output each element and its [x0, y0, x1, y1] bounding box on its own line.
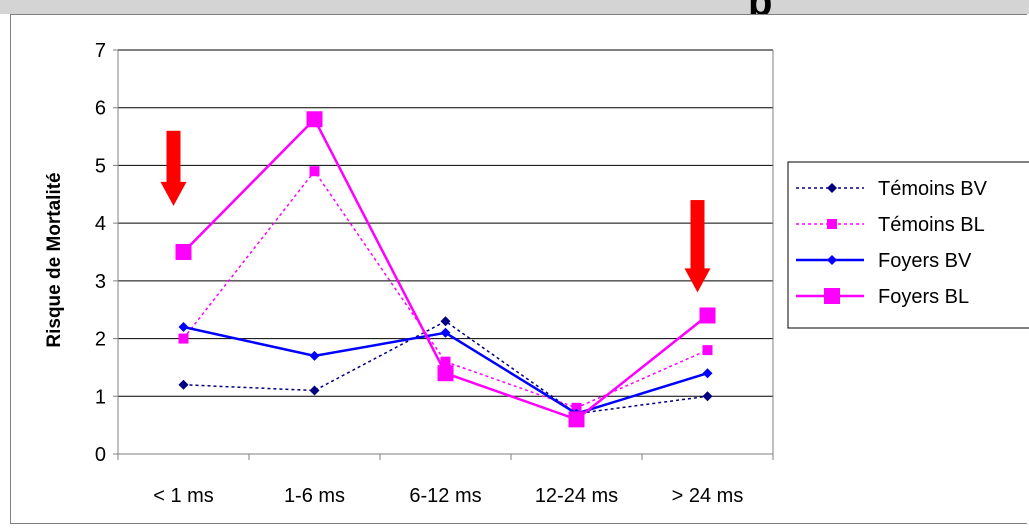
data-point — [699, 307, 716, 324]
data-point — [178, 379, 189, 390]
x-tick-label: > 24 ms — [672, 485, 744, 507]
legend-box — [787, 161, 1029, 329]
data-point — [437, 365, 454, 382]
data-point — [309, 166, 320, 177]
y-tick-label: 4 — [95, 213, 106, 235]
data-point — [309, 350, 320, 361]
data-point — [178, 322, 189, 333]
data-point — [175, 244, 192, 260]
top-band — [0, 0, 1029, 14]
x-tick-label: < 1 ms — [153, 485, 214, 507]
data-point — [440, 327, 451, 338]
data-point — [306, 111, 323, 128]
data-point — [568, 411, 585, 428]
legend-swatch-marker — [827, 183, 837, 193]
y-tick-label: 2 — [95, 329, 106, 351]
series-line — [182, 169, 708, 409]
y-tick-label: 1 — [95, 386, 106, 408]
data-point — [178, 333, 189, 344]
legend-swatch-marker — [827, 219, 837, 229]
y-axis-title: Risque de Mortalité — [44, 172, 65, 347]
legend-label: Foyers BL — [878, 286, 969, 308]
legend-label: Foyers BV — [878, 250, 972, 272]
red-arrow-head — [160, 181, 187, 206]
data-point — [571, 402, 582, 413]
x-tick-label: 12-24 ms — [535, 485, 618, 507]
red-arrow-shaft — [690, 200, 705, 271]
red-arrow-head — [684, 268, 711, 293]
data-point — [309, 385, 320, 396]
legend-swatch-marker — [827, 255, 837, 265]
data-point — [702, 345, 713, 356]
y-tick-label: 6 — [95, 98, 106, 120]
legend-label: Témoins BV — [878, 178, 988, 200]
y-tick-label: 7 — [95, 40, 106, 62]
data-point — [440, 356, 451, 367]
x-tick-label: 1-6 ms — [284, 485, 345, 507]
y-tick-label: 3 — [95, 271, 106, 293]
red-arrow-shaft — [166, 130, 181, 184]
data-point — [702, 391, 713, 402]
data-point — [440, 316, 451, 327]
data-point — [702, 368, 713, 379]
y-tick-label: 0 — [95, 444, 106, 466]
legend-swatch-marker — [824, 288, 840, 304]
x-tick-label: 6-12 ms — [409, 485, 481, 507]
legend-label: Témoins BL — [878, 214, 985, 236]
y-tick-label: 5 — [95, 155, 106, 177]
